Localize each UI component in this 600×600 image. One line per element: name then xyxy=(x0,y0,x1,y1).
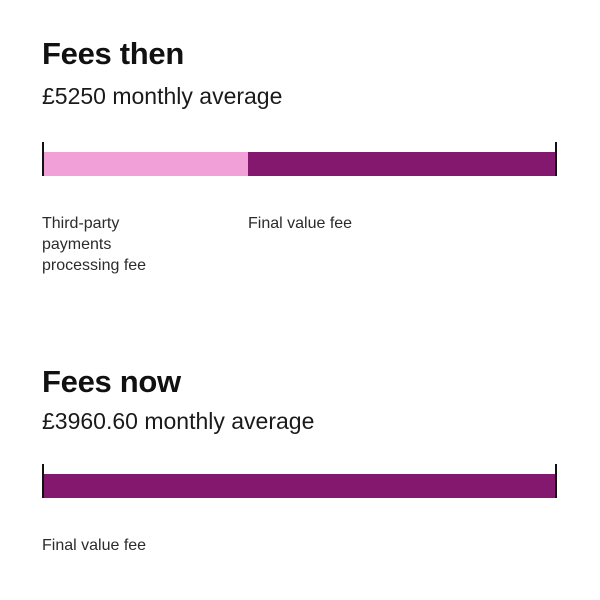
fees-now-title: Fees now xyxy=(42,364,181,399)
bar-end-tick xyxy=(555,464,557,498)
fees-now-monthly-average: £3960.60 monthly average xyxy=(42,408,315,434)
stacked-bar-svg xyxy=(42,142,557,176)
bar-start-tick xyxy=(42,142,44,176)
fees-then-bar xyxy=(42,142,557,176)
stacked-bar-svg xyxy=(42,464,557,498)
fees-now-label-final-value: Final value fee xyxy=(42,537,147,554)
fees-then-label-third-party: Third-party payments processing fee xyxy=(42,215,147,274)
fees-then-monthly-average: £5250 monthly average xyxy=(42,83,283,109)
bar-start-tick xyxy=(42,464,44,498)
bar-segment-third-party-payments-processing-fee xyxy=(42,152,248,176)
bar-segment-final-value-fee xyxy=(42,474,557,498)
bar-segment-final-value-fee xyxy=(248,152,557,176)
fees-now-bar xyxy=(42,464,557,498)
fees-then-title: Fees then xyxy=(42,36,185,71)
bar-end-tick xyxy=(555,142,557,176)
fees-then-label-final-value: Final value fee xyxy=(248,215,353,232)
